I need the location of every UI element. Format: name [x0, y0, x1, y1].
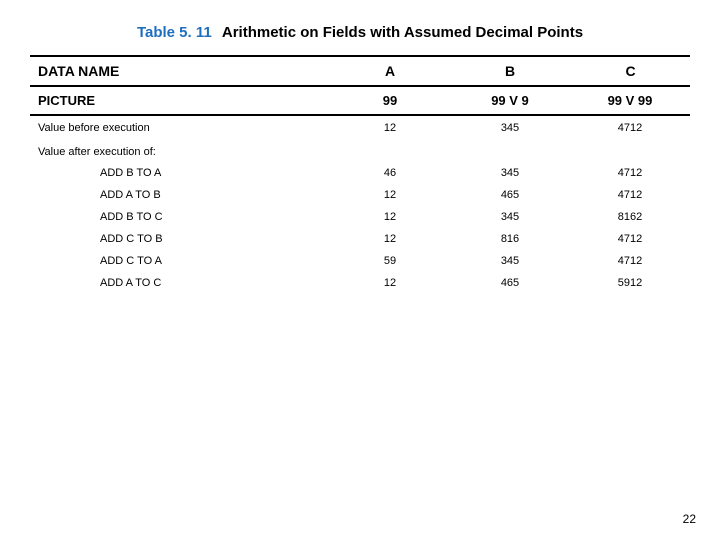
table-row: ADD C TO A 59 345 4712: [30, 250, 690, 272]
table-row: ADD B TO A 46 345 4712: [30, 162, 690, 184]
value-before-row: Value before execution 12 345 4712: [30, 115, 690, 140]
op-val-b: 465: [450, 272, 570, 294]
page: Table 5. 11 Arithmetic on Fields with As…: [0, 0, 720, 540]
op-label: ADD B TO A: [30, 162, 330, 184]
op-label: ADD C TO B: [30, 228, 330, 250]
picture-b: 99 V 9: [450, 86, 570, 115]
value-before-b: 345: [450, 115, 570, 140]
op-val-c: 5912: [570, 272, 690, 294]
picture-row: PICTURE 99 99 V 9 99 V 99: [30, 86, 690, 115]
picture-label: PICTURE: [30, 86, 330, 115]
table-caption: Table 5. 11 Arithmetic on Fields with As…: [0, 0, 720, 55]
header-col-c: C: [570, 56, 690, 86]
table-title: Arithmetic on Fields with Assumed Decima…: [222, 24, 583, 41]
op-val-a: 12: [330, 184, 450, 206]
table-row: ADD A TO C 12 465 5912: [30, 272, 690, 294]
op-label: ADD A TO B: [30, 184, 330, 206]
op-label: ADD A TO C: [30, 272, 330, 294]
op-label: ADD C TO A: [30, 250, 330, 272]
op-val-c: 8162: [570, 206, 690, 228]
op-val-b: 345: [450, 206, 570, 228]
value-after-label: Value after execution of:: [30, 140, 690, 162]
value-after-section: Value after execution of:: [30, 140, 690, 162]
op-val-b: 345: [450, 250, 570, 272]
op-val-a: 46: [330, 162, 450, 184]
data-table: DATA NAME A B C PICTURE 99 99 V 9 99 V 9…: [30, 55, 690, 294]
op-val-a: 12: [330, 272, 450, 294]
op-val-b: 816: [450, 228, 570, 250]
header-col-a: A: [330, 56, 450, 86]
op-val-c: 4712: [570, 184, 690, 206]
header-dataname: DATA NAME: [30, 56, 330, 86]
op-val-a: 12: [330, 206, 450, 228]
op-val-c: 4712: [570, 250, 690, 272]
op-val-b: 345: [450, 162, 570, 184]
picture-c: 99 V 99: [570, 86, 690, 115]
op-label: ADD B TO C: [30, 206, 330, 228]
header-col-b: B: [450, 56, 570, 86]
value-before-c: 4712: [570, 115, 690, 140]
table-row: ADD B TO C 12 345 8162: [30, 206, 690, 228]
picture-a: 99: [330, 86, 450, 115]
header-row: DATA NAME A B C: [30, 56, 690, 86]
table-number: Table 5. 11: [137, 24, 212, 41]
op-val-c: 4712: [570, 228, 690, 250]
op-val-a: 12: [330, 228, 450, 250]
table-row: ADD A TO B 12 465 4712: [30, 184, 690, 206]
op-val-c: 4712: [570, 162, 690, 184]
value-before-a: 12: [330, 115, 450, 140]
table-row: ADD C TO B 12 816 4712: [30, 228, 690, 250]
op-val-b: 465: [450, 184, 570, 206]
op-val-a: 59: [330, 250, 450, 272]
value-before-label: Value before execution: [30, 115, 330, 140]
page-number: 22: [683, 512, 696, 526]
